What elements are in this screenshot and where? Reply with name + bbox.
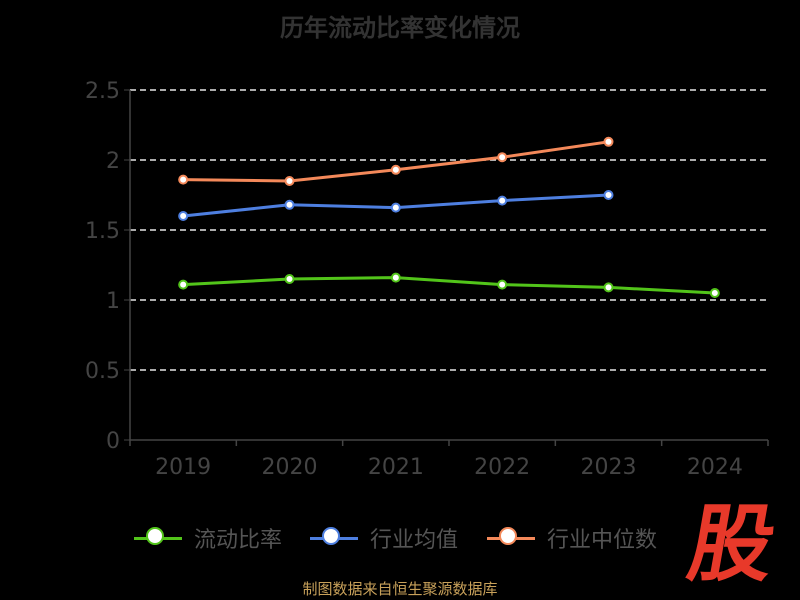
series-2-point-4 <box>603 136 614 147</box>
series-0-point-2 <box>390 272 401 283</box>
series-1-point-1 <box>284 199 295 210</box>
legend-label-2: 行业中位数 <box>547 528 658 553</box>
chart-title: 历年流动比率变化情况 <box>280 14 520 42</box>
legend-swatch-0 <box>134 526 182 545</box>
series-0-point-5 <box>709 288 720 298</box>
x-tick-label-0: 2019 <box>155 455 211 480</box>
legend-item-2[interactable]: 行业中位数 <box>487 518 657 558</box>
data-source-note: 制图数据来自恒生聚源数据库 <box>302 580 498 598</box>
series-0-point-0 <box>178 279 189 290</box>
legend-label-0: 流动比率 <box>194 528 283 553</box>
y-tick-label-1: 0.5 <box>85 359 120 384</box>
x-tick-label-3: 2022 <box>474 455 530 480</box>
x-tick-label-1: 2020 <box>262 455 318 480</box>
series-1-point-3 <box>497 195 508 206</box>
legend-swatch-1 <box>310 526 358 545</box>
y-tick-label-4: 2 <box>106 149 120 174</box>
y-tick-label-2: 1 <box>106 289 120 314</box>
brand-logo: 股 <box>681 495 783 593</box>
series-0-point-3 <box>497 279 508 290</box>
series-2-point-3 <box>497 152 508 163</box>
x-tick-label-2: 2021 <box>368 455 424 480</box>
series-line-0 <box>183 276 715 295</box>
series-1-point-0 <box>178 211 189 221</box>
series-1-point-4 <box>603 190 614 200</box>
x-tick-label-4: 2023 <box>581 455 637 480</box>
series-0-point-4 <box>603 282 614 293</box>
series-2-point-0 <box>178 174 189 185</box>
series-0-point-1 <box>284 274 295 284</box>
legend-item-0[interactable]: 流动比率 <box>134 518 282 558</box>
series-2-point-1 <box>284 176 295 186</box>
x-tick-label-5: 2024 <box>687 455 743 480</box>
legend-swatch-2 <box>487 526 535 545</box>
legend: 流动比率 行业均值 行业中位数 <box>0 518 800 558</box>
series-line-2 <box>183 140 609 183</box>
series-2-point-2 <box>390 164 401 175</box>
y-tick-label-5: 2.5 <box>85 79 120 104</box>
y-tick-label-3: 1.5 <box>85 219 120 244</box>
y-tick-label-0: 0 <box>106 429 120 454</box>
series-1-point-2 <box>390 202 401 213</box>
legend-item-1[interactable]: 行业均值 <box>310 518 458 558</box>
legend-label-1: 行业均值 <box>370 528 459 553</box>
